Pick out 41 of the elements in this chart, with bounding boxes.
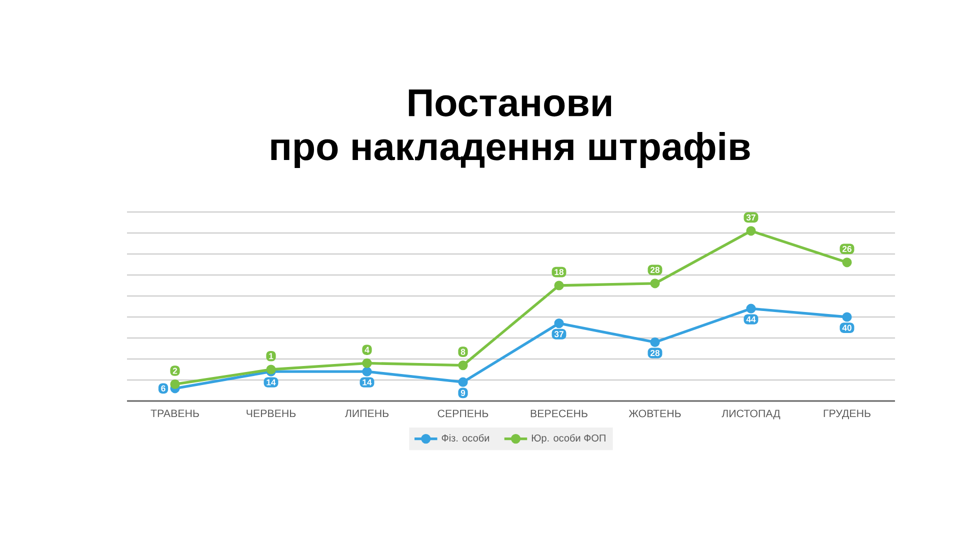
point	[170, 379, 180, 390]
annotation: 2	[172, 368, 178, 374]
annotation: 1	[269, 353, 274, 360]
data-label: 9	[460, 390, 466, 396]
x-tick-label: ВЕРЕСЕНЬ	[530, 410, 588, 418]
point	[554, 318, 564, 328]
legend-label: Фіз. особи	[442, 434, 489, 442]
point	[554, 280, 564, 290]
annotation: 18	[554, 268, 564, 276]
chart-subtitle: про накладення штрафів	[271, 132, 750, 168]
point	[746, 226, 756, 236]
data-label: 28	[650, 350, 660, 356]
data-label: 40	[842, 324, 852, 331]
annotation: 26	[842, 246, 852, 252]
data-label: 37	[554, 331, 564, 338]
chart-title: Постанови	[408, 90, 612, 116]
annotation: 4	[364, 346, 370, 353]
data-label: 14	[266, 379, 276, 386]
x-tick-label: ЧЕРВЕНЬ	[246, 410, 296, 418]
x-tick-label: ТРАВЕНЬ	[150, 410, 199, 418]
annotation: 8	[460, 348, 466, 355]
point	[650, 278, 660, 288]
x-tick-label: ЛИПЕНЬ	[345, 410, 389, 418]
point	[458, 377, 468, 387]
annotation: 28	[650, 266, 660, 274]
point	[842, 258, 852, 268]
point	[362, 366, 372, 376]
x-tick-label: СЕРПЕНЬ	[438, 410, 488, 418]
data-label: 6	[161, 385, 166, 392]
point	[746, 304, 756, 314]
x-tick-label: ЛИСТОПАД	[722, 410, 780, 420]
legend-label: Юр. особи ФОП	[532, 434, 606, 444]
data-label: 14	[362, 379, 372, 386]
annotation: 37	[746, 214, 756, 221]
x-tick-label: ЖОВТЕНЬ	[628, 410, 681, 418]
point	[362, 358, 372, 368]
point	[650, 337, 660, 348]
point	[842, 312, 852, 322]
data-label: 44	[746, 316, 756, 322]
point	[458, 360, 468, 370]
x-tick-label: ГРУДЕНЬ	[824, 410, 870, 420]
